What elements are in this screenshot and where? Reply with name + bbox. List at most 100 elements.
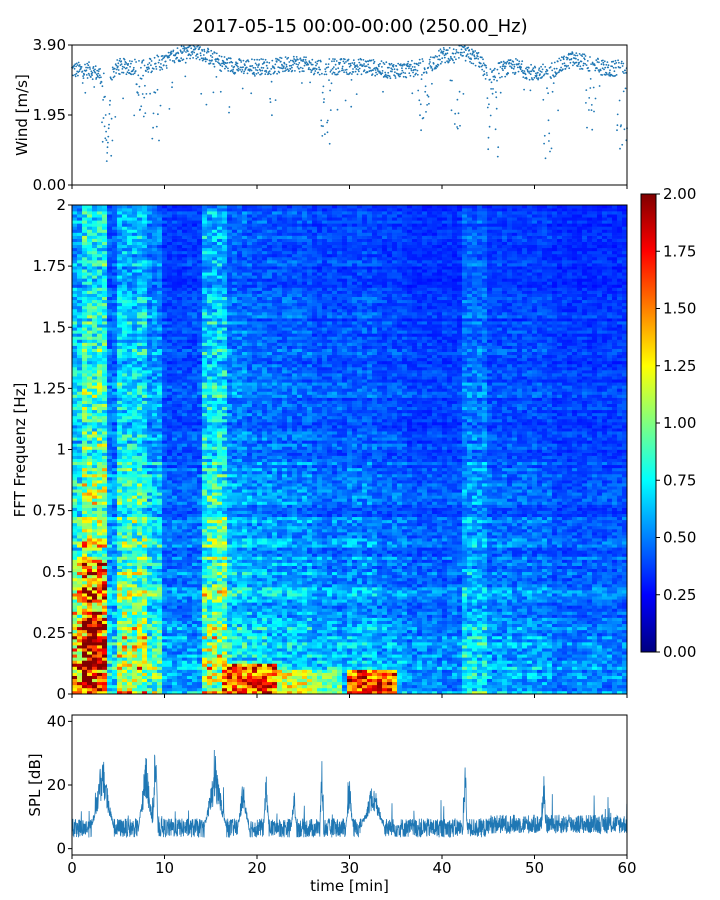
spectrogram-cell [112, 624, 117, 627]
wind-point [260, 70, 262, 72]
wind-point [86, 69, 88, 71]
spectrogram-cell [482, 605, 487, 608]
spectrogram-cell [467, 599, 472, 602]
spectrogram-cell [482, 633, 487, 636]
spectrogram-cell [397, 666, 402, 669]
wind-point [385, 61, 387, 63]
spectrogram-cell [87, 676, 92, 679]
spectrogram-cell [297, 688, 302, 691]
spectrogram-cell [567, 663, 572, 666]
spectrogram-cell [242, 621, 247, 624]
spectrogram-cell [82, 642, 87, 645]
spectrogram-cell [562, 685, 567, 688]
spectrogram-cell [87, 645, 92, 648]
spectrogram-cell [502, 645, 507, 648]
spectrogram-cell [132, 685, 137, 688]
spectrogram-cell [262, 648, 267, 651]
wind-point [78, 62, 80, 64]
spectrogram-cell [457, 660, 462, 663]
spectrogram-cell [167, 630, 172, 633]
spectrogram-cell [477, 654, 482, 657]
spectrogram-cell [142, 663, 147, 666]
spectrogram-cell [302, 670, 307, 673]
wind-point [521, 63, 523, 65]
spectrogram-cell [537, 663, 542, 666]
spectrogram-cell [422, 657, 427, 660]
spectrogram-cell [562, 679, 567, 682]
spectrogram-cell [527, 642, 532, 645]
spectrogram-cell [612, 611, 617, 614]
spectrogram-cell [372, 642, 377, 645]
spectrogram-cell [312, 602, 317, 605]
spectrogram-cell [522, 660, 527, 663]
spectrogram-cell [437, 676, 442, 679]
spectrogram-cell [577, 636, 582, 639]
spectrogram-cell [477, 618, 482, 621]
spectrogram-cell [532, 651, 537, 654]
spectrogram-cell [492, 651, 497, 654]
wind-point [558, 58, 560, 60]
spectrogram-cell [482, 660, 487, 663]
spectrogram-cell [287, 602, 292, 605]
spectrogram-cell [357, 624, 362, 627]
spectrogram-cell [252, 618, 257, 621]
wind-point [575, 58, 577, 60]
wind-point [102, 85, 104, 87]
spectrogram-cell [602, 663, 607, 666]
spectrogram-cell [187, 660, 192, 663]
wind-point [183, 46, 185, 48]
spectrogram-cell [162, 648, 167, 651]
spectrogram-cell [587, 633, 592, 636]
wind-point [391, 69, 393, 71]
spectrogram-cell [302, 630, 307, 633]
wind-point [410, 64, 412, 66]
spectrogram-cell [347, 666, 352, 669]
spectrogram-cell [392, 630, 397, 633]
spectrogram-cell [77, 660, 82, 663]
spectrogram-cell [507, 618, 512, 621]
spectrogram-cell [92, 679, 97, 682]
wind-point [306, 61, 308, 63]
spectrogram-cell [202, 670, 207, 673]
spectrogram-cell [77, 605, 82, 608]
spectrogram-cell [107, 618, 112, 621]
spectrogram-cell [137, 630, 142, 633]
spectrogram-cell [267, 682, 272, 685]
wind-point [77, 75, 79, 77]
wind-point [352, 68, 354, 70]
wind-point [363, 59, 365, 61]
spectrogram-cell [402, 615, 407, 618]
spectrogram-cell [362, 676, 367, 679]
wind-point [223, 63, 225, 65]
spectrogram-cell [202, 682, 207, 685]
spectrogram-cell [417, 633, 422, 636]
spectrogram-cell [362, 602, 367, 605]
spectrogram-cell [252, 648, 257, 651]
spectrogram-cell [367, 676, 372, 679]
spectrogram-cell [192, 645, 197, 648]
wind-point [84, 92, 86, 94]
spectrogram-cell [597, 645, 602, 648]
spectrogram-cell [332, 688, 337, 691]
spectrogram-cell [92, 596, 97, 599]
spectrogram-cell [92, 621, 97, 624]
spectrogram-cell [282, 602, 287, 605]
wind-point [555, 75, 557, 77]
spectrogram-cell [122, 621, 127, 624]
spectrogram-cell [437, 633, 442, 636]
spectrogram-cell [272, 639, 277, 642]
spectrogram-cell [347, 670, 352, 673]
spectrogram-cell [317, 676, 322, 679]
spectrogram-cell [322, 627, 327, 630]
spectrogram-cell [607, 651, 612, 654]
spectrogram-cell [102, 630, 107, 633]
spectrogram-cell [322, 611, 327, 614]
spectrogram-cell [387, 602, 392, 605]
spectrogram-cell [597, 621, 602, 624]
wind-point [378, 65, 380, 67]
spectrogram-cell [592, 657, 597, 660]
spectrogram-cell [572, 685, 577, 688]
spectrogram-cell [322, 654, 327, 657]
spectrogram-cell [372, 654, 377, 657]
spectrogram-cell [212, 621, 217, 624]
